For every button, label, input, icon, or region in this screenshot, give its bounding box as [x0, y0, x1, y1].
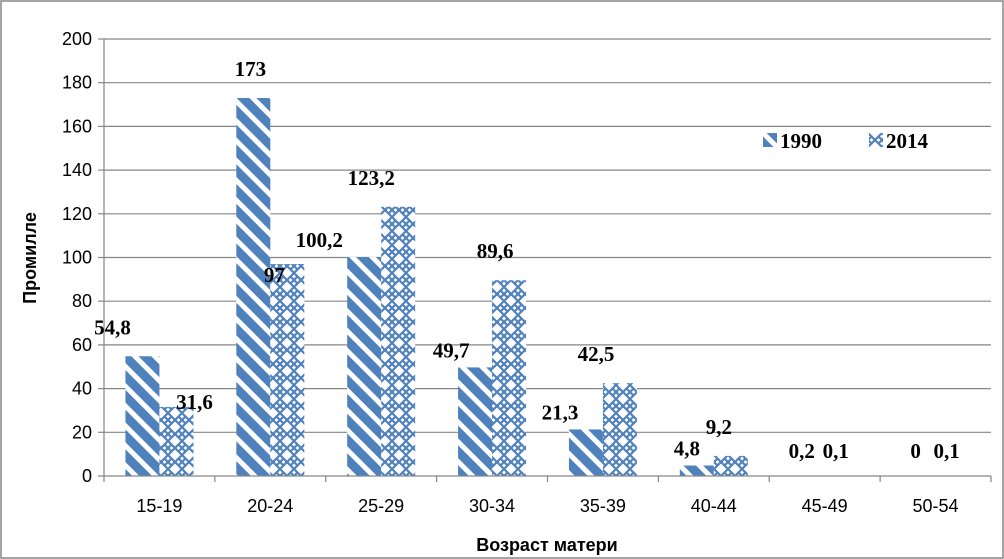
y-tick-label: 0: [82, 466, 92, 486]
y-tick-labels: 0 20 40 60 80 100 120 140 160 180 200: [62, 29, 92, 486]
data-label: 173: [235, 57, 267, 81]
y-axis-title: Промилле: [20, 212, 40, 304]
data-label: 42,5: [578, 342, 615, 366]
axes: [98, 38, 992, 482]
y-tick-label: 120: [62, 204, 92, 224]
legend-label-2014: 2014: [886, 129, 929, 153]
bar-2014-40-44: [713, 455, 748, 476]
x-tick-label: 45-49: [802, 496, 848, 516]
bar-2014-35-39: [602, 383, 637, 476]
y-tick-label: 80: [72, 291, 92, 311]
bar-1990-35-39: [568, 429, 603, 476]
data-label: 49,7: [433, 338, 470, 362]
y-tick-label: 180: [62, 73, 92, 93]
data-label: 4,8: [674, 437, 700, 461]
bar-1990-25-29: [347, 257, 382, 476]
x-axis-title: Возраст матери: [476, 535, 618, 555]
bar-2014-15-19: [159, 406, 194, 476]
data-label: 89,6: [477, 239, 514, 263]
data-label: 31,6: [176, 390, 213, 414]
data-label: 97: [264, 263, 285, 287]
legend-swatch-1990: [763, 133, 777, 147]
bar-1990-20-24: [236, 97, 271, 477]
y-tick-label: 140: [62, 160, 92, 180]
x-tick-labels: 15-19 20-24 25-29 30-34 35-39 40-44 45-49 50-54: [136, 496, 958, 516]
data-label: 54,8: [94, 315, 131, 339]
legend: 1990 2014: [763, 129, 929, 153]
bar-1990-40-44: [679, 465, 714, 476]
bars: [125, 97, 970, 477]
bar-1990-15-19: [125, 356, 160, 476]
data-label: 0,2: [789, 439, 815, 463]
legend-label-1990: 1990: [780, 129, 822, 153]
data-label: 100,2: [296, 228, 343, 252]
bar-2014-30-34: [492, 280, 527, 476]
data-label: 21,3: [542, 400, 579, 424]
x-tick-label: 20-24: [247, 496, 293, 516]
data-label: 0: [910, 439, 921, 463]
x-tick-label: 15-19: [136, 496, 182, 516]
x-tick-label: 35-39: [580, 496, 626, 516]
bar-2014-20-24: [270, 264, 305, 476]
x-tick-label: 40-44: [691, 496, 737, 516]
legend-swatch-2014: [869, 133, 883, 147]
x-tick-label: 30-34: [469, 496, 515, 516]
y-tick-label: 200: [62, 29, 92, 49]
data-label: 0,1: [933, 439, 959, 463]
x-tick-label: 25-29: [358, 496, 404, 516]
data-label: 0,1: [823, 439, 849, 463]
bar-1990-30-34: [458, 367, 493, 476]
data-label: 9,2: [706, 415, 732, 439]
y-tick-label: 40: [72, 379, 92, 399]
x-tick-label: 50-54: [913, 496, 959, 516]
y-tick-label: 20: [72, 422, 92, 442]
bar-2014-25-29: [381, 206, 416, 477]
y-tick-label: 160: [62, 116, 92, 136]
y-tick-label: 100: [62, 248, 92, 268]
data-label: 123,2: [348, 166, 395, 190]
y-tick-label: 60: [72, 335, 92, 355]
data-labels: 54,8 173 100,2 49,7 21,3 4,8 0,2 0 31,6 97 123,2 89…: [94, 57, 960, 463]
